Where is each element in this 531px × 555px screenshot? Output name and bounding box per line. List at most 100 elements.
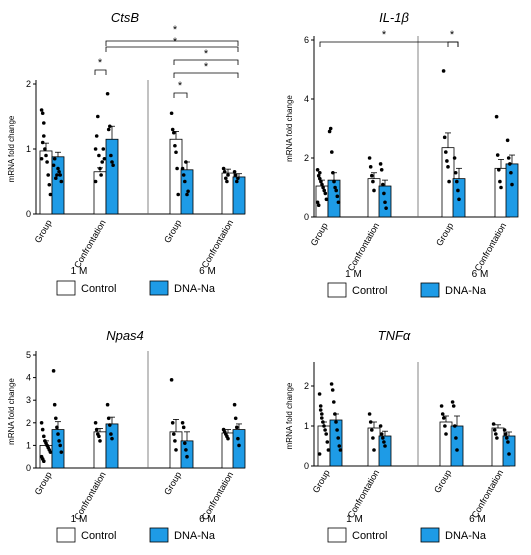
data-point [322,424,326,428]
data-point [181,425,186,430]
data-point [506,440,510,444]
data-point [97,434,101,439]
data-point [327,129,332,134]
data-point [454,436,458,440]
significance-bracket [447,41,459,47]
y-tick-label: 3 [26,395,31,405]
age-label: 1 M [71,514,88,525]
bar [367,427,381,467]
significance-star: * [173,36,178,48]
legend-swatch-dna-na [420,282,440,298]
data-point [52,156,57,161]
bar [450,425,464,467]
data-point [222,169,227,174]
data-point [509,170,513,175]
data-point [54,416,58,421]
data-point [173,143,177,148]
data-point [173,439,177,443]
legend: Control DNA-Na [56,527,216,543]
data-point [235,179,239,184]
bar [367,178,381,218]
data-point [381,436,385,440]
data-point [39,421,44,425]
data-point [455,179,459,184]
data-point [98,439,102,443]
data-point [94,427,99,432]
data-point [326,448,331,452]
data-point [108,423,112,427]
significance-star: * [173,24,178,36]
data-point [48,192,53,197]
x-tick-label: Group [434,221,455,248]
data-point [169,111,174,116]
x-tick-label: Group [33,470,54,497]
data-point [440,412,445,416]
data-point [224,176,228,181]
data-point [180,166,185,171]
panel-2: IL-1β mRNA fold change 0 2 4 6 * * Group Confront… [285,10,519,298]
age-label: 1 M [345,269,362,280]
x-tick-label: Confrontation [346,221,382,273]
data-point [335,428,339,432]
data-point [185,454,189,459]
data-point [508,162,512,166]
data-point [44,153,48,158]
data-point [450,400,455,404]
data-point [181,173,186,177]
data-point [183,179,187,184]
x-tick-label: Confrontation [346,468,382,520]
data-point [42,459,46,464]
data-point [56,432,60,436]
significance-bracket [105,46,239,52]
data-point [170,421,175,425]
data-point [446,165,450,169]
bar [105,138,119,215]
y-tick-label: 2 [304,153,309,163]
data-point [325,440,330,444]
data-point [502,428,507,432]
data-point [318,408,323,412]
data-point [382,191,386,196]
y-tick-label: 2 [304,381,309,391]
data-point [332,179,336,184]
data-point [367,156,372,160]
data-point [52,402,57,407]
data-point [324,197,329,202]
data-point [96,114,100,119]
significance-star: * [382,29,387,41]
data-point [378,424,383,428]
x-tick-label: Group [33,218,54,245]
data-point [383,200,387,205]
y-tick-label: 4 [304,94,309,104]
data-point [371,436,375,440]
legend: Control DNA-Na [327,282,487,298]
data-point [453,170,458,175]
data-point [370,173,374,178]
data-point [379,168,384,172]
data-point [100,160,104,164]
data-point [330,150,334,154]
data-point [382,440,386,444]
data-point [98,166,102,171]
data-point [47,182,52,187]
data-point [93,179,98,184]
age-label: 6 M [199,266,216,277]
data-point [45,160,49,164]
data-point [445,159,449,163]
data-point [58,173,62,177]
data-point [105,91,110,96]
data-point [57,439,61,443]
legend-label-control: Control [81,530,116,542]
y-tick-label: 0 [304,461,309,471]
legend-label-control: Control [81,283,116,295]
data-point [99,173,103,177]
data-point [444,432,448,436]
data-point [172,130,176,135]
data-point [507,452,511,456]
data-point [457,197,461,202]
legend-label-dna-na: DNA-Na [445,530,487,542]
data-point [174,448,178,452]
data-point [321,185,325,190]
significance-bracket [105,40,239,46]
data-point [379,432,384,436]
